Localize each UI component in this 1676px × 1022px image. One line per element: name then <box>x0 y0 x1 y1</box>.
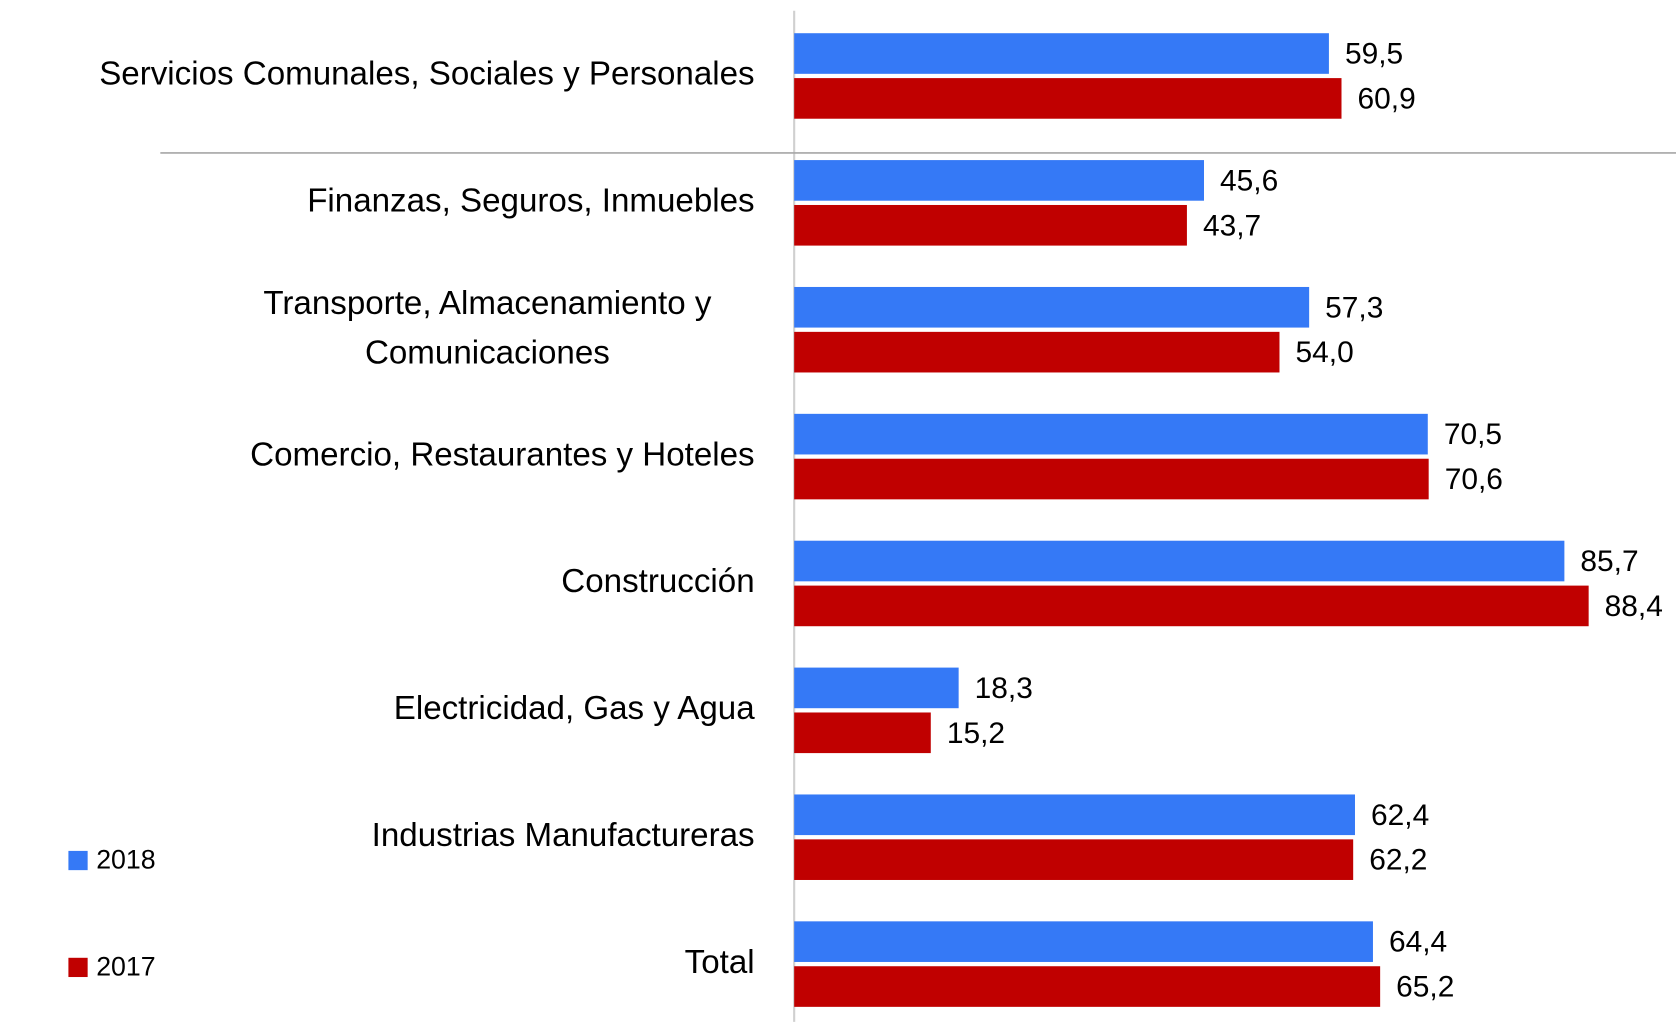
legend-label: 2018 <box>96 845 155 875</box>
value-label: 18,3 <box>975 672 1033 705</box>
value-label: 70,6 <box>1445 463 1503 496</box>
bar <box>794 331 1280 373</box>
bar <box>794 667 959 709</box>
bar <box>794 458 1429 500</box>
bar <box>794 204 1187 246</box>
value-label: 15,2 <box>947 717 1005 750</box>
value-label: 88,4 <box>1605 590 1663 623</box>
category-label: Transporte, Almacenamiento y Comunicacion… <box>263 285 711 371</box>
category-label: Electricidad, Gas y Agua <box>394 690 755 727</box>
bar <box>794 921 1373 962</box>
value-label: 64,4 <box>1389 926 1447 959</box>
category-label: Industrias Manufactureras <box>372 817 755 854</box>
value-label: 60,9 <box>1358 82 1416 115</box>
bar <box>794 966 1381 1007</box>
value-label: 85,7 <box>1580 545 1638 578</box>
value-label: 45,6 <box>1220 164 1278 197</box>
value-label: 62,2 <box>1369 844 1427 877</box>
legend-swatch <box>68 850 88 871</box>
value-label: 54,0 <box>1296 336 1354 369</box>
bar <box>794 286 1310 328</box>
category-label: Construcción <box>561 563 754 600</box>
bar <box>794 413 1428 455</box>
bar <box>794 160 1204 201</box>
bar <box>794 33 1329 74</box>
category-label: Total <box>685 944 755 981</box>
bar <box>794 540 1565 582</box>
bar <box>794 839 1354 880</box>
value-label: 65,2 <box>1396 971 1454 1004</box>
value-label: 59,5 <box>1345 38 1403 71</box>
category-label: Servicios Comunales, Sociales y Personal… <box>99 56 754 93</box>
category-label: Finanzas, Seguros, Inmuebles <box>307 183 754 220</box>
category-label: Comercio, Restaurantes y Hoteles <box>250 436 754 473</box>
bar <box>794 712 931 754</box>
legend-label: 2017 <box>96 952 155 982</box>
value-label: 62,4 <box>1371 799 1429 832</box>
value-label: 43,7 <box>1203 209 1261 242</box>
value-label: 70,5 <box>1444 418 1502 451</box>
bar <box>794 585 1589 627</box>
legend-swatch <box>68 957 88 978</box>
bar <box>794 78 1342 119</box>
value-label: 57,3 <box>1325 291 1383 324</box>
bar <box>794 794 1355 836</box>
